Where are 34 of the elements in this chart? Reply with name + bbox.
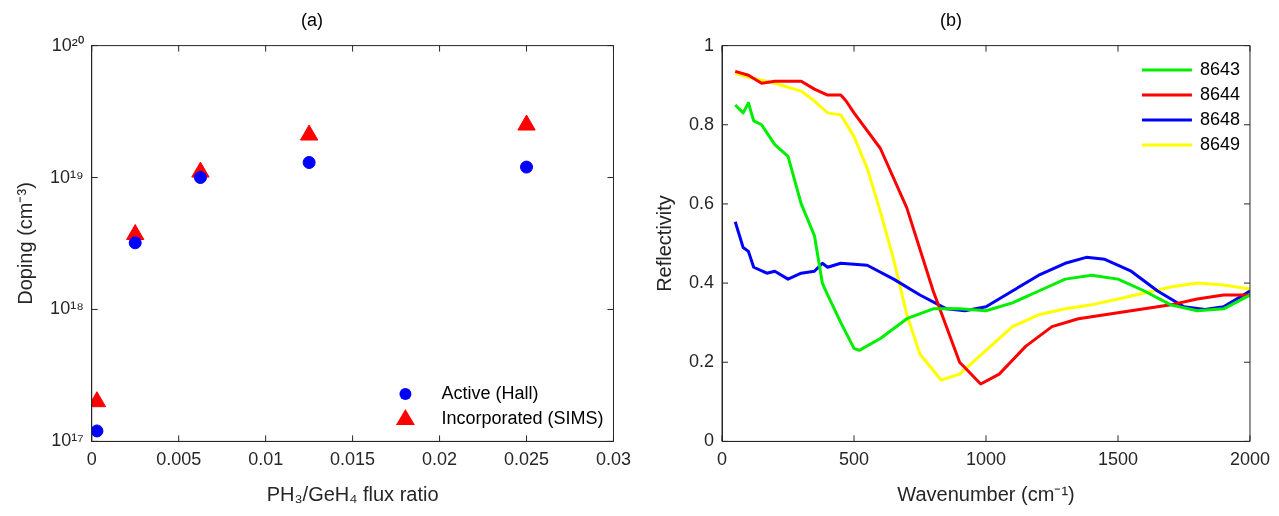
y-tick-label: 0.6 — [688, 192, 715, 213]
y-tick-label: 0.2 — [688, 351, 715, 372]
legend-label: Incorporated (SIMS) — [441, 407, 604, 428]
y-tick-label: 1 — [704, 34, 715, 55]
legend-label: 8649 — [1199, 134, 1240, 155]
y-tick-label: 10¹⁸ — [50, 298, 84, 319]
legend-label: 8643 — [1199, 59, 1240, 80]
x-axis-title: Wavenumber (cm⁻¹) — [897, 482, 1075, 505]
x-axis-title: PH₃/GeH₄ flux ratio — [266, 482, 439, 505]
x-tick-label: 1500 — [1097, 449, 1139, 470]
x-tick-label: 0.025 — [504, 449, 550, 470]
x-tick-label: 0 — [717, 449, 728, 470]
x-tick-label: 0.015 — [330, 449, 376, 470]
legend-label: 8648 — [1199, 109, 1240, 130]
y-tick-label: 0.4 — [688, 272, 715, 293]
chart-title: (b) — [940, 9, 962, 30]
y-tick-label: 10¹⁷ — [51, 430, 84, 451]
x-tick-label: 0 — [86, 449, 97, 470]
y-tick-label: 10¹⁹ — [49, 166, 84, 187]
legend-label: Active (Hall) — [441, 382, 539, 403]
y-tick-label: 10²⁰ — [51, 34, 84, 55]
x-tick-label: 0.01 — [248, 449, 284, 470]
y-tick-label: 0.8 — [688, 113, 715, 134]
x-tick-label: 0.03 — [595, 449, 632, 470]
x-tick-label: 500 — [838, 449, 870, 470]
x-tick-label: 0.005 — [156, 449, 202, 470]
x-tick-label: 2000 — [1229, 449, 1270, 470]
y-axis-title: Doping (cm⁻³) — [13, 182, 36, 305]
y-tick-label: 0 — [704, 430, 715, 451]
x-tick-label: 0.02 — [422, 449, 458, 470]
chart-title: (a) — [301, 9, 323, 30]
x-tick-label: 1000 — [965, 449, 1007, 470]
y-axis-title: Reflectivity — [652, 195, 675, 292]
legend-label: 8644 — [1199, 84, 1240, 105]
